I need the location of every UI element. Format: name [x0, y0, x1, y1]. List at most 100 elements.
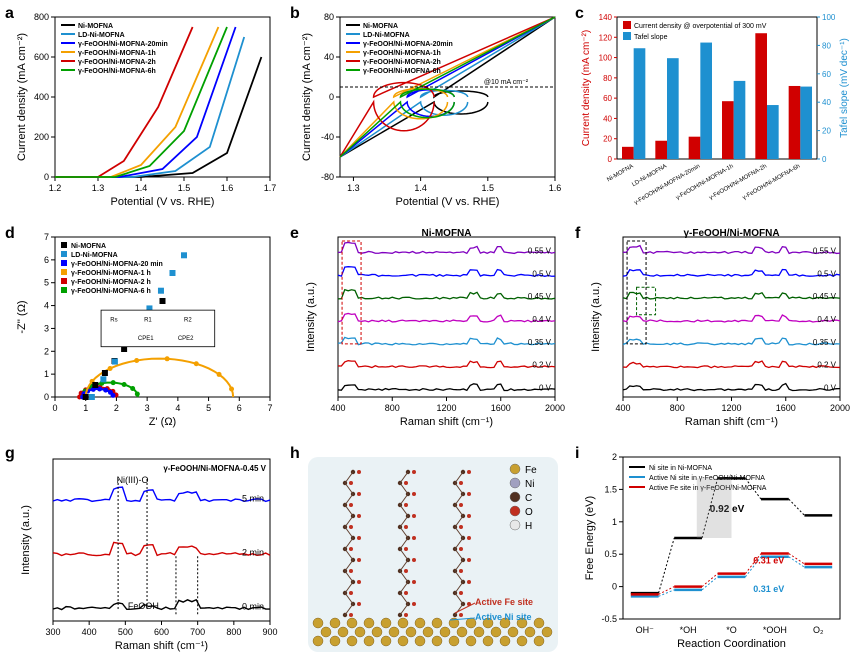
panel-b-label: b	[290, 5, 300, 23]
svg-text:γ-FeOOH/Ni-MOFNA-20min: γ-FeOOH/Ni-MOFNA-20min	[633, 164, 701, 207]
svg-text:1.7: 1.7	[264, 183, 277, 193]
panel-e-label: e	[290, 225, 299, 243]
svg-text:0.2 V: 0.2 V	[817, 361, 836, 370]
svg-text:R2: R2	[184, 318, 192, 324]
panel-h: hFeNiCOHActive Fe siteActive Ni site	[290, 445, 570, 660]
svg-text:γ-FeOOH/Ni-MOFNA-1 h: γ-FeOOH/Ni-MOFNA-1 h	[71, 270, 151, 277]
svg-text:0: 0	[608, 155, 613, 164]
svg-text:γ-FeOOH/Ni-MOFNA-2 h: γ-FeOOH/Ni-MOFNA-2 h	[71, 279, 151, 286]
svg-text:700: 700	[190, 627, 205, 637]
panel-a: a1.21.31.41.51.61.70200400600800Potentia…	[5, 5, 285, 215]
svg-text:LD-Ni-MOFNA: LD-Ni-MOFNA	[78, 32, 125, 39]
svg-text:80: 80	[603, 74, 612, 83]
svg-text:0: 0	[52, 403, 57, 413]
panel-c: c020406080100120140020406080100Current d…	[575, 5, 855, 215]
svg-text:Ni: Ni	[525, 479, 534, 490]
svg-text:1600: 1600	[776, 403, 796, 413]
svg-text:100: 100	[599, 54, 613, 63]
panel-i-label: i	[575, 445, 579, 463]
svg-text:0 min: 0 min	[242, 602, 264, 612]
svg-text:7: 7	[267, 403, 272, 413]
svg-text:0.2 V: 0.2 V	[532, 361, 551, 370]
svg-text:γ-FeOOH/Ni-MOFNA-2h: γ-FeOOH/Ni-MOFNA-2h	[708, 164, 768, 202]
svg-text:Tafel slope (mV dec⁻¹): Tafel slope (mV dec⁻¹)	[839, 38, 850, 138]
svg-text:800: 800	[385, 403, 400, 413]
svg-text:O₂: O₂	[813, 625, 824, 635]
svg-text:0.4 V: 0.4 V	[817, 315, 836, 324]
svg-text:-80: -80	[321, 172, 334, 182]
svg-text:0.35 V: 0.35 V	[813, 338, 837, 347]
svg-text:Ni-MOFNA: Ni-MOFNA	[78, 23, 113, 30]
svg-text:Ni-MOFNA: Ni-MOFNA	[606, 164, 634, 184]
svg-text:*OH: *OH	[680, 625, 697, 635]
svg-text:0.5 V: 0.5 V	[817, 269, 836, 278]
svg-text:0.55 V: 0.55 V	[813, 246, 837, 255]
svg-text:γ-FeOOH/Ni-MOFNA-6h: γ-FeOOH/Ni-MOFNA-6h	[363, 68, 441, 75]
svg-text:Raman shift (cm⁻¹): Raman shift (cm⁻¹)	[685, 416, 778, 428]
svg-text:γ-FeOOH/Ni-MOFNA-0.45 V: γ-FeOOH/Ni-MOFNA-0.45 V	[163, 464, 266, 473]
svg-text:γ-FeOOH/Ni-MOFNA-6 h: γ-FeOOH/Ni-MOFNA-6 h	[71, 288, 151, 295]
svg-text:Potential (V vs. RHE): Potential (V vs. RHE)	[111, 196, 215, 208]
svg-text:O: O	[525, 507, 533, 518]
svg-text:20: 20	[603, 135, 612, 144]
svg-text:Tafel slope: Tafel slope	[634, 34, 668, 41]
svg-text:100: 100	[822, 13, 836, 22]
panel-h-label: h	[290, 445, 300, 463]
svg-text:0.5 V: 0.5 V	[532, 269, 551, 278]
svg-text:1600: 1600	[491, 403, 511, 413]
svg-text:*OOH: *OOH	[763, 625, 787, 635]
svg-text:400: 400	[615, 403, 630, 413]
svg-text:-Z'' (Ω): -Z'' (Ω)	[16, 300, 28, 333]
svg-text:Free Energy (eV): Free Energy (eV)	[584, 496, 596, 580]
svg-text:900: 900	[262, 627, 277, 637]
svg-text:1.3: 1.3	[92, 183, 105, 193]
svg-text:0 V: 0 V	[539, 384, 552, 393]
svg-text:Ni site in Ni-MOFNA: Ni site in Ni-MOFNA	[649, 465, 712, 472]
svg-text:2000: 2000	[545, 403, 565, 413]
svg-text:1.5: 1.5	[178, 183, 191, 193]
svg-text:7: 7	[44, 232, 49, 242]
svg-text:0.31 eV: 0.31 eV	[753, 584, 784, 594]
panel-d-label: d	[5, 225, 15, 243]
svg-text:γ-FeOOH/Ni-MOFNA-1h: γ-FeOOH/Ni-MOFNA-1h	[363, 50, 441, 57]
svg-text:H: H	[525, 521, 532, 532]
svg-text:800: 800	[226, 627, 241, 637]
svg-text:6: 6	[44, 255, 49, 265]
svg-text:@10 mA cm⁻²: @10 mA cm⁻²	[484, 79, 529, 86]
svg-text:600: 600	[154, 627, 169, 637]
svg-text:6: 6	[237, 403, 242, 413]
svg-text:0: 0	[612, 582, 617, 592]
svg-text:1: 1	[612, 517, 617, 527]
svg-text:LD-Ni-MOFNA: LD-Ni-MOFNA	[71, 252, 118, 259]
svg-text:γ-FeOOH/Ni-MOFNA-2h: γ-FeOOH/Ni-MOFNA-2h	[363, 59, 441, 66]
panel-d: d0123456701234567Z' (Ω)-Z'' (Ω)Ni-MOFNAL…	[5, 225, 285, 435]
svg-text:0: 0	[822, 155, 827, 164]
svg-text:3: 3	[44, 323, 49, 333]
svg-text:2: 2	[44, 346, 49, 356]
svg-text:2: 2	[612, 452, 617, 462]
svg-text:R1: R1	[144, 318, 152, 324]
svg-text:80: 80	[324, 12, 334, 22]
svg-text:Intensity (a.u.): Intensity (a.u.)	[305, 282, 317, 352]
svg-text:-0.5: -0.5	[601, 614, 617, 624]
svg-text:1: 1	[44, 369, 49, 379]
svg-text:1.6: 1.6	[221, 183, 234, 193]
svg-text:400: 400	[330, 403, 345, 413]
svg-text:60: 60	[603, 94, 612, 103]
svg-text:C: C	[525, 493, 532, 504]
svg-text:0: 0	[329, 92, 334, 102]
svg-text:0: 0	[44, 172, 49, 182]
svg-text:80: 80	[822, 41, 831, 50]
svg-text:400: 400	[82, 627, 97, 637]
svg-text:1.4: 1.4	[414, 183, 427, 193]
panel-g: g300400500600700800900Raman shift (cm⁻¹)…	[5, 445, 285, 660]
svg-text:0.4 V: 0.4 V	[532, 315, 551, 324]
svg-text:γ-FeOOH/Ni-MOFNA-1h: γ-FeOOH/Ni-MOFNA-1h	[675, 164, 735, 202]
svg-text:0 V: 0 V	[824, 384, 837, 393]
svg-text:1.2: 1.2	[49, 183, 62, 193]
svg-text:600: 600	[34, 52, 49, 62]
svg-text:1.5: 1.5	[604, 484, 617, 494]
svg-text:Raman shift (cm⁻¹): Raman shift (cm⁻¹)	[400, 416, 493, 428]
svg-text:Potential (V vs. RHE): Potential (V vs. RHE)	[396, 196, 500, 208]
svg-text:γ-FeOOH/Ni-MOFNA-20min: γ-FeOOH/Ni-MOFNA-20min	[363, 41, 453, 48]
